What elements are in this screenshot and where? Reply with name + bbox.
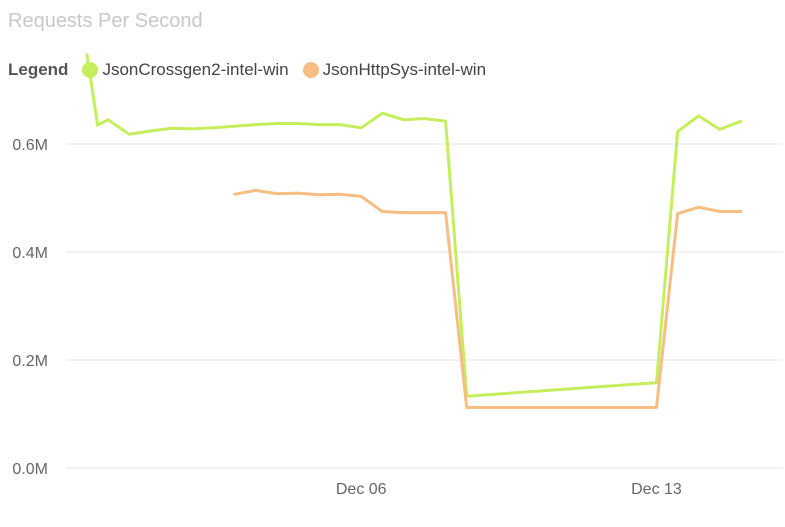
- legend-label: JsonCrossgen2-intel-win: [102, 60, 289, 79]
- y-tick-label: 0.0M: [12, 461, 48, 478]
- legend: Legend JsonCrossgen2-intel-win JsonHttpS…: [8, 60, 500, 80]
- x-tick-label: Dec 13: [631, 481, 682, 498]
- chart-title: Requests Per Second: [8, 10, 203, 32]
- legend-label: JsonHttpSys-intel-win: [322, 60, 487, 79]
- x-tick-label: Dec 06: [336, 481, 387, 498]
- y-tick-label: 0.4M: [12, 245, 48, 262]
- series-line-0: [85, 53, 743, 398]
- legend-title: Legend: [8, 60, 69, 79]
- legend-dot-icon: [302, 62, 319, 78]
- legend-item-httpsys[interactable]: JsonHttpSys-intel-win: [302, 60, 487, 80]
- series-line-1: [233, 188, 743, 409]
- y-tick-label: 0.6M: [12, 137, 48, 154]
- y-tick-label: 0.2M: [12, 353, 48, 370]
